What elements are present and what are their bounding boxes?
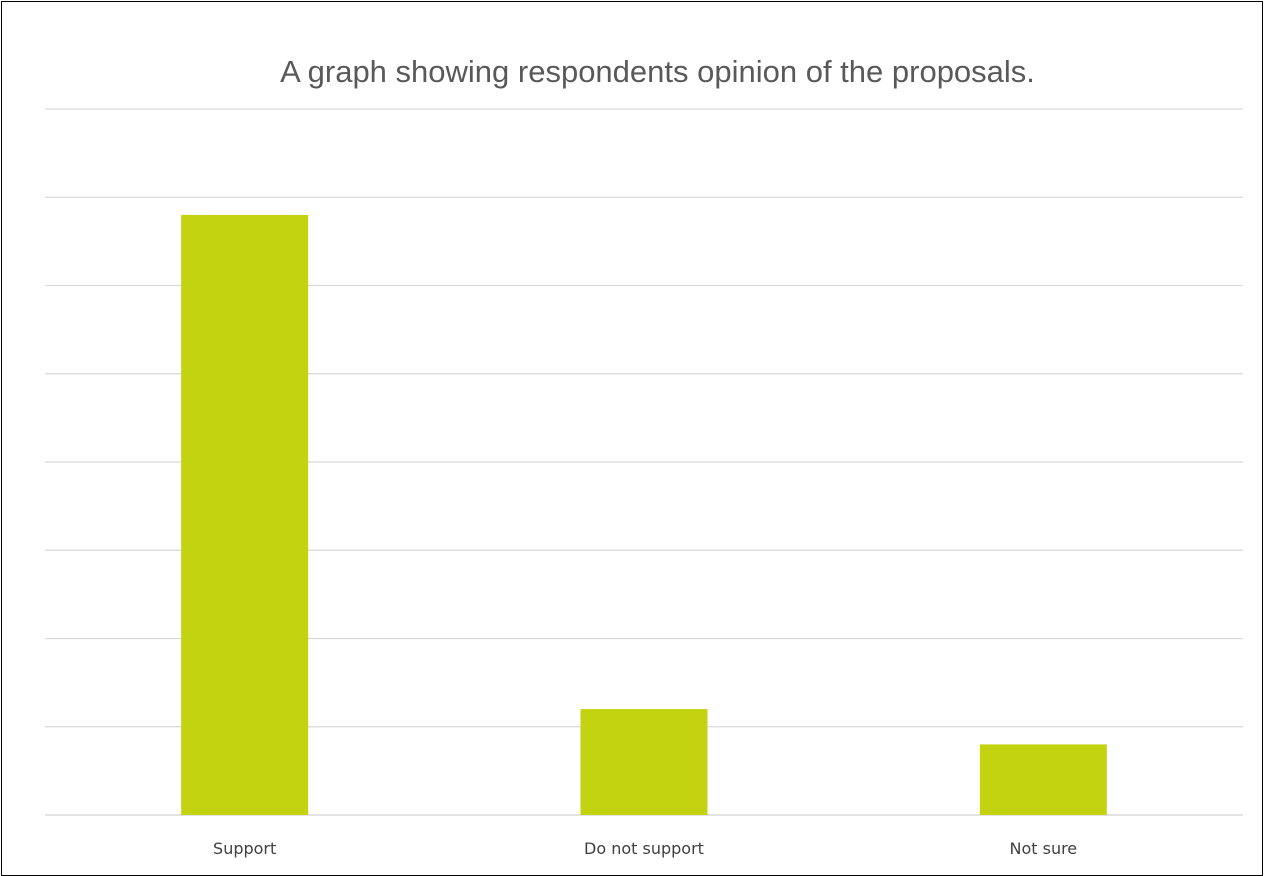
bar-support xyxy=(181,214,309,815)
x-tick-label: Do not support xyxy=(584,839,704,858)
bar-not-sure xyxy=(979,744,1107,815)
x-tick-labels: Support Do not support Not sure xyxy=(213,839,1077,858)
x-tick-label: Support xyxy=(213,839,276,858)
bars xyxy=(181,214,1107,815)
bar-do-not-support xyxy=(580,709,708,815)
chart-title: A graph showing respondents opinion of t… xyxy=(280,54,1035,89)
x-tick-label: Not sure xyxy=(1009,839,1077,858)
